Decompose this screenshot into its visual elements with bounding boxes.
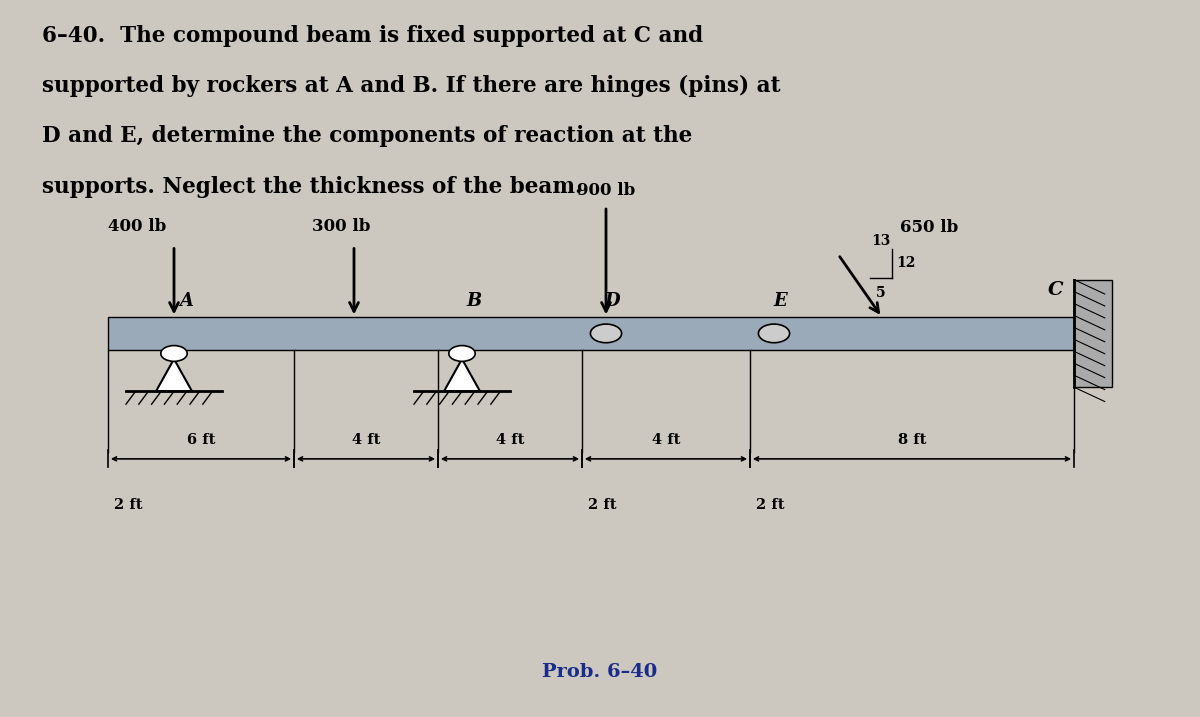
Text: C: C [1049, 281, 1063, 300]
Text: B: B [467, 292, 481, 310]
Circle shape [161, 346, 187, 361]
Circle shape [590, 324, 622, 343]
Text: 2 ft: 2 ft [114, 498, 143, 513]
Polygon shape [444, 359, 480, 391]
Text: E: E [773, 292, 787, 310]
Circle shape [449, 346, 475, 361]
Text: 4 ft: 4 ft [496, 433, 524, 447]
Text: 8 ft: 8 ft [898, 433, 926, 447]
Bar [1074, 280, 1112, 387]
Text: Prob. 6–40: Prob. 6–40 [542, 663, 658, 681]
Polygon shape [156, 359, 192, 391]
Text: D and E, determine the components of reaction at the: D and E, determine the components of rea… [42, 125, 692, 148]
Bar [108, 317, 1074, 349]
Text: 4 ft: 4 ft [652, 433, 680, 447]
Text: 13: 13 [871, 234, 890, 247]
Text: 650 lb: 650 lb [900, 219, 959, 237]
Text: supported by rockers at A and B. If there are hinges (pins) at: supported by rockers at A and B. If ther… [42, 75, 780, 98]
Text: 2 ft: 2 ft [588, 498, 617, 513]
Text: A: A [179, 292, 193, 310]
Text: 300 lb: 300 lb [312, 218, 371, 235]
Text: 400 lb: 400 lb [108, 218, 167, 235]
Text: 2 ft: 2 ft [756, 498, 785, 513]
Text: supports. Neglect the thickness of the beam.: supports. Neglect the thickness of the b… [42, 176, 582, 198]
Text: 5: 5 [876, 286, 886, 300]
Text: 900 lb: 900 lb [577, 182, 635, 199]
Text: 6 ft: 6 ft [187, 433, 215, 447]
Text: 6–40.  The compound beam is fixed supported at C and: 6–40. The compound beam is fixed support… [42, 25, 703, 47]
Text: 12: 12 [896, 257, 916, 270]
Circle shape [758, 324, 790, 343]
Text: D: D [604, 292, 620, 310]
Text: 4 ft: 4 ft [352, 433, 380, 447]
